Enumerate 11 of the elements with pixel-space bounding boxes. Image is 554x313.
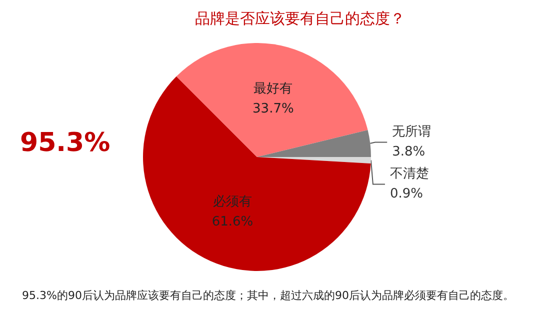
text: 95.3%的90后认为品牌应该要有自己的态度；其中，超过六成的90后认为品牌必须要有自己的态度。 — [22, 289, 514, 302]
chart-title: 品牌是否应该要有自己的态度？ — [195, 10, 405, 28]
slice-label: 不清楚 — [390, 166, 429, 182]
text: 95.3% — [20, 128, 110, 158]
slice-label: 必须有 — [212, 194, 252, 210]
data-label: 3.8% — [392, 144, 426, 160]
data-label: 61.6% — [212, 214, 254, 230]
slice-label: 无所谓 — [392, 124, 432, 140]
slice-label: 最好有 — [254, 82, 293, 97]
data-label: 33.7% — [252, 102, 294, 117]
data-label: 0.9% — [390, 186, 424, 202]
